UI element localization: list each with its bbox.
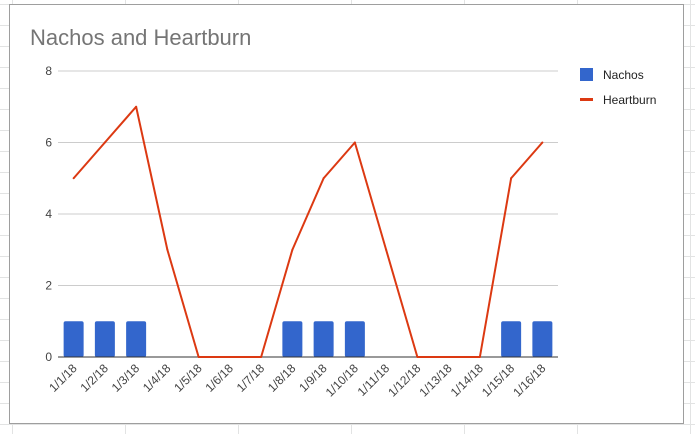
x-tick-label: 1/2/18	[77, 361, 111, 395]
point-heartburn[interactable]	[103, 141, 106, 144]
x-tick-label: 1/10/18	[323, 361, 361, 399]
y-axis-ticks: 0 2 4 6 8	[45, 64, 52, 364]
legend-swatch-nachos	[580, 68, 593, 81]
x-tick-label: 1/8/18	[265, 361, 299, 395]
point-heartburn[interactable]	[228, 356, 231, 358]
point-heartburn[interactable]	[353, 141, 356, 144]
gridlines	[58, 70, 558, 286]
point-heartburn[interactable]	[510, 177, 513, 180]
x-tick-label: 1/4/18	[140, 361, 174, 395]
point-heartburn[interactable]	[322, 177, 325, 180]
point-heartburn[interactable]	[72, 177, 75, 180]
x-tick-label: 1/1/18	[46, 361, 80, 395]
chart-plot: 0 2 4 6 8 1/1/181/2/181/3/181/4/181/5/181/6/…	[45, 64, 558, 399]
x-tick-label: 1/12/18	[385, 361, 423, 399]
x-tick-label: 1/5/18	[171, 361, 205, 395]
legend-label-heartburn: Heartburn	[603, 92, 657, 107]
x-tick-label: 1/7/18	[234, 361, 268, 395]
point-heartburn[interactable]	[385, 248, 388, 251]
x-tick-label: 1/6/18	[202, 361, 236, 395]
x-axis-ticks: 1/1/181/2/181/3/181/4/181/5/181/6/181/7/…	[46, 361, 548, 399]
bar-nachos[interactable]	[94, 321, 115, 357]
bar-nachos[interactable]	[501, 321, 522, 357]
point-heartburn[interactable]	[478, 356, 481, 358]
point-heartburn[interactable]	[260, 356, 263, 358]
heartburn-line-group	[72, 105, 544, 358]
legend-item-nachos[interactable]: Nachos	[580, 62, 656, 87]
bar-nachos[interactable]	[126, 321, 147, 357]
point-heartburn[interactable]	[197, 356, 200, 358]
x-tick-label: 1/3/18	[109, 361, 143, 395]
bar-nachos[interactable]	[344, 321, 365, 357]
legend-label-nachos: Nachos	[603, 67, 644, 82]
x-tick-label: 1/16/18	[510, 361, 548, 399]
legend-swatch-heartburn	[580, 98, 593, 101]
y-tick-label: 4	[45, 207, 52, 221]
line-heartburn[interactable]	[72, 105, 544, 358]
y-tick-label: 8	[45, 64, 52, 78]
x-tick-label: 1/11/18	[355, 361, 393, 399]
legend-item-heartburn[interactable]: Heartburn	[580, 87, 656, 112]
point-heartburn[interactable]	[166, 248, 169, 251]
bar-nachos[interactable]	[63, 321, 84, 357]
x-tick-label: 1/14/18	[448, 361, 486, 399]
chart-title: Nachos and Heartburn	[30, 25, 252, 50]
point-heartburn[interactable]	[447, 356, 450, 358]
y-tick-label: 0	[45, 350, 52, 364]
point-heartburn[interactable]	[135, 105, 138, 108]
bar-nachos[interactable]	[282, 321, 303, 357]
x-tick-label: 1/15/18	[479, 361, 517, 399]
y-tick-label: 2	[45, 279, 52, 293]
bar-nachos[interactable]	[313, 321, 334, 357]
x-tick-label: 1/13/18	[417, 361, 455, 399]
point-heartburn[interactable]	[541, 141, 544, 144]
point-heartburn[interactable]	[416, 356, 419, 358]
nachos-bars	[63, 321, 553, 357]
point-heartburn[interactable]	[291, 248, 294, 251]
y-tick-label: 6	[45, 136, 52, 150]
legend: Nachos Heartburn	[580, 62, 656, 112]
bar-nachos[interactable]	[532, 321, 553, 357]
